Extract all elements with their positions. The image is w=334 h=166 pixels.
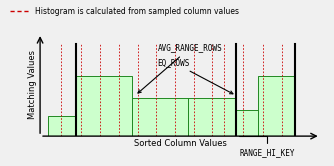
Text: RANGE_HI_KEY: RANGE_HI_KEY (239, 136, 295, 157)
X-axis label: Sorted Column Values: Sorted Column Values (134, 139, 227, 148)
Y-axis label: Matching Values: Matching Values (28, 50, 37, 119)
Text: EQ_ROWS: EQ_ROWS (158, 58, 233, 94)
Text: AVG_RANGE_ROWS: AVG_RANGE_ROWS (138, 43, 222, 93)
Legend: Histogram is calculated from sampled column values: Histogram is calculated from sampled col… (7, 4, 242, 19)
